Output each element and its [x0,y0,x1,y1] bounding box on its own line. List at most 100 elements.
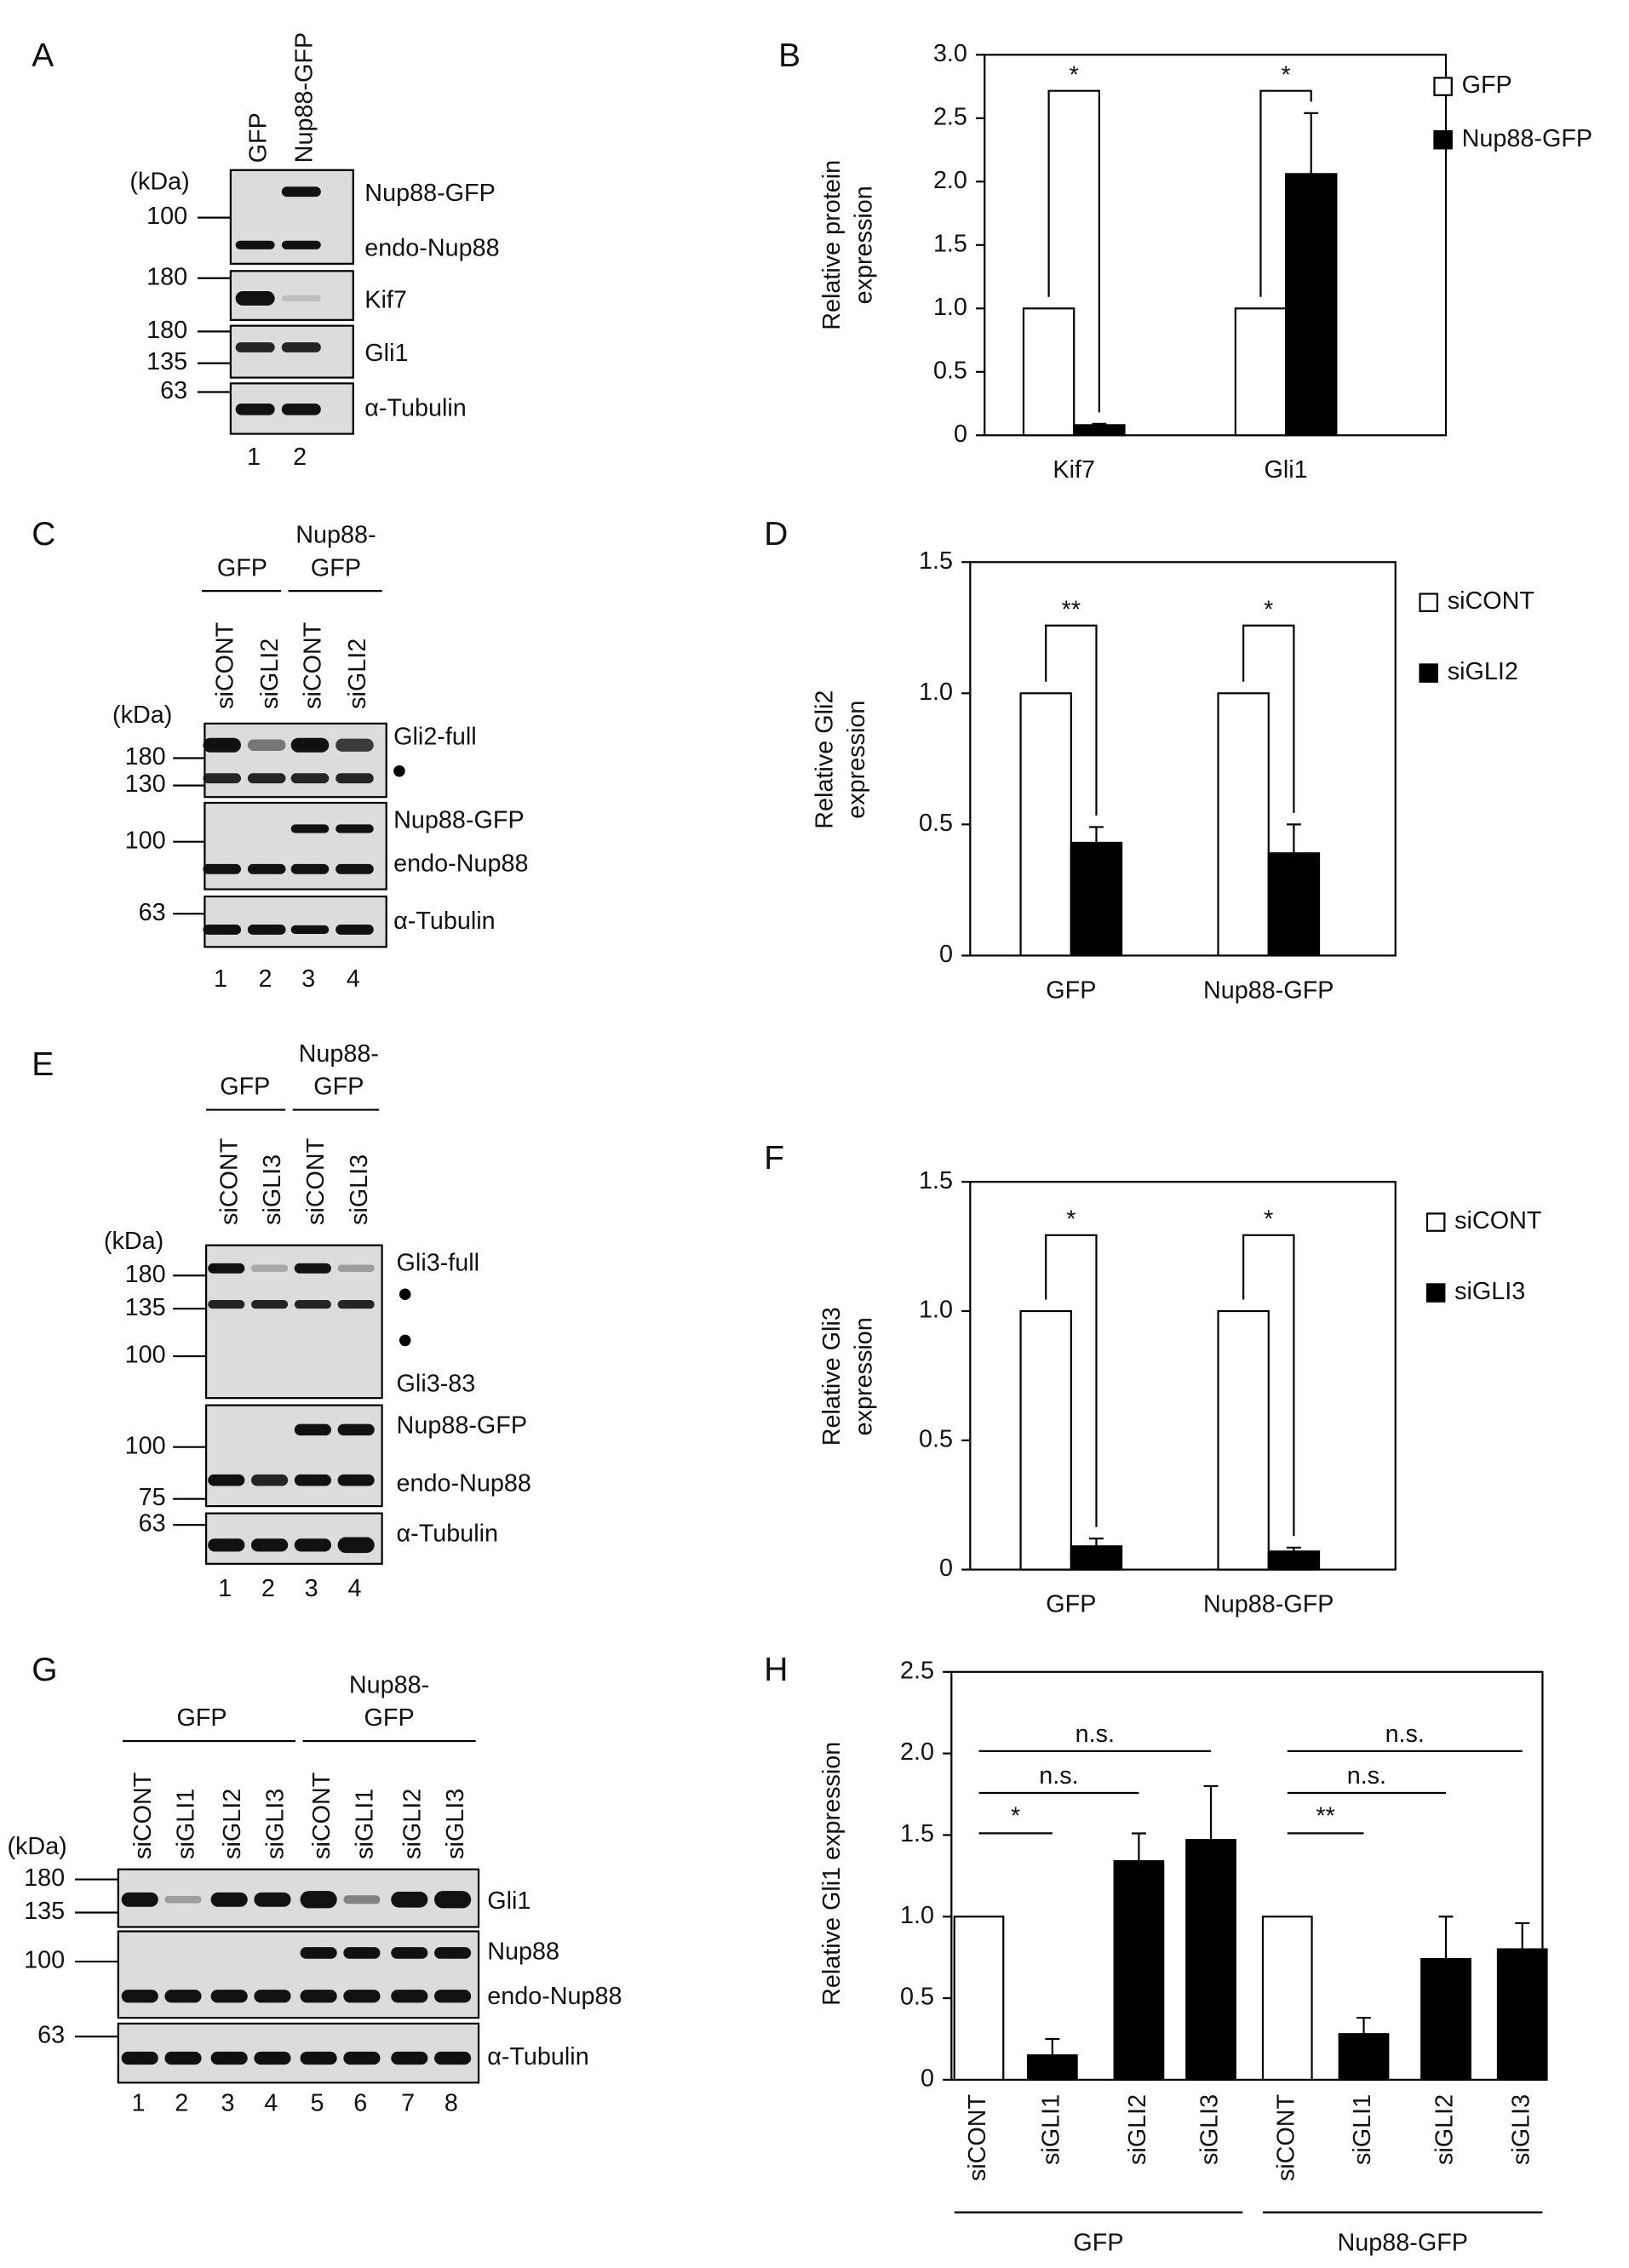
lane-label: Nup88-GFP [290,32,318,163]
bar [1496,1948,1548,2081]
x-tick-label: Nup88-GFP [1203,1591,1334,1618]
band [250,1264,289,1273]
lane-label: siGLI1 [173,1789,200,1859]
band-label: α-Tubulin [487,2043,588,2070]
x-tick-label: siCONT [964,2094,991,2181]
bar [1284,173,1338,437]
band [336,738,374,752]
marker-label: 100 [125,827,166,854]
band [337,1474,375,1486]
band [281,295,321,301]
y-tick-label: 0 [939,1555,953,1582]
lane-number: 5 [310,2089,324,2116]
y-tick-label: 1.5 [900,1820,934,1847]
legend-label: siGLI2 [1448,658,1518,685]
bar [1267,1550,1321,1571]
panel-label: G [32,1652,57,1688]
band-label: Kif7 [364,286,407,313]
y-tick-label: 1.0 [919,1297,953,1324]
band [343,1990,381,2003]
x-tick-label: siGLI1 [1037,2094,1064,2165]
band [281,342,321,352]
band-label: Gli3-full [397,1249,480,1276]
significance-bracket [1259,89,1312,297]
group-label: GFP [176,1704,227,1732]
y-axis-label: Relative Gli3 [818,1307,846,1446]
bar [1113,1859,1165,2081]
y-axis-label: Relative Gli1 expression [818,1742,846,2006]
x-tick-label: Gli1 [1265,456,1308,484]
marker-label: 100 [125,1342,166,1369]
error-bar [1045,2037,1060,2056]
bar [1234,307,1288,437]
marker-label: 135 [125,1294,166,1321]
band [300,1891,337,1909]
significance-label: ** [1316,1802,1334,1830]
lane-number: 2 [258,965,272,993]
x-tick-label: GFP [1046,976,1096,1004]
band [294,1300,331,1309]
x-tick-label: siGLI3 [1507,2094,1534,2165]
bar [1073,424,1126,437]
group-label: Nup88- [295,521,376,548]
lane-number: 1 [214,965,227,993]
lane-label: siGLI3 [262,1789,290,1859]
error-bar [1131,1832,1146,1862]
gel [204,895,387,948]
plot-frame [950,1670,1544,2081]
plot-frame [969,1181,1397,1571]
band [235,240,275,249]
error-bar [1089,826,1104,843]
legend-label: siGLI3 [1454,1278,1525,1305]
band [247,863,286,874]
y-tick-label: 2.5 [933,103,967,130]
legend-label: siCONT [1448,587,1534,615]
significance-label: ** [1062,596,1081,623]
bar [1019,1309,1072,1571]
y-tick-label: 0 [921,2065,934,2092]
x-tick-label: siGLI1 [1349,2094,1376,2165]
significance-bracket [1242,1234,1295,1537]
unit-label: (kDa) [129,169,189,196]
lane-number: 3 [301,965,315,993]
lane-label: siGLI1 [352,1789,379,1859]
band [281,186,321,198]
band [337,1264,375,1273]
band [235,404,275,415]
marker-label: 180 [125,1261,166,1288]
band-label: endo-Nup88 [397,1469,531,1497]
band [235,290,275,306]
dot [399,1288,411,1301]
band-label: Nup88-GFP [393,807,524,834]
band-label: Gli2-full [393,723,477,750]
x-tick-label: siGLI2 [1431,2094,1459,2165]
y-axis-label: expression [843,701,870,819]
y-axis-label: Relative protein [818,160,846,330]
y-tick-label: 0 [954,421,967,448]
band [203,773,242,784]
lane-number: 4 [264,2089,278,2116]
lane-number: 4 [347,1575,361,1602]
marker-label: 63 [37,2022,65,2049]
legend-swatch [1425,1283,1446,1303]
group-label: GFP [313,1074,364,1101]
legend-swatch [1419,663,1438,683]
band [250,1300,289,1309]
marker-label: 63 [139,899,166,926]
band-label: Nup88-GFP [364,180,495,207]
band-label: endo-Nup88 [364,234,499,261]
y-tick-label: 2.5 [900,1657,934,1684]
x-tick-label: GFP [1046,1591,1096,1618]
band [210,2051,248,2065]
band [336,824,374,833]
x-tick-label: siGLI3 [1196,2094,1224,2165]
x-tick-label: siCONT [1272,2094,1299,2181]
lane-number: 8 [445,2089,458,2116]
band-label: Gli1 [364,340,408,367]
band [121,1892,158,1907]
group-label: GFP [217,554,267,581]
band [247,739,286,752]
y-tick-label: 0 [939,941,953,968]
y-axis-label: Relative Gli2 [812,690,839,829]
